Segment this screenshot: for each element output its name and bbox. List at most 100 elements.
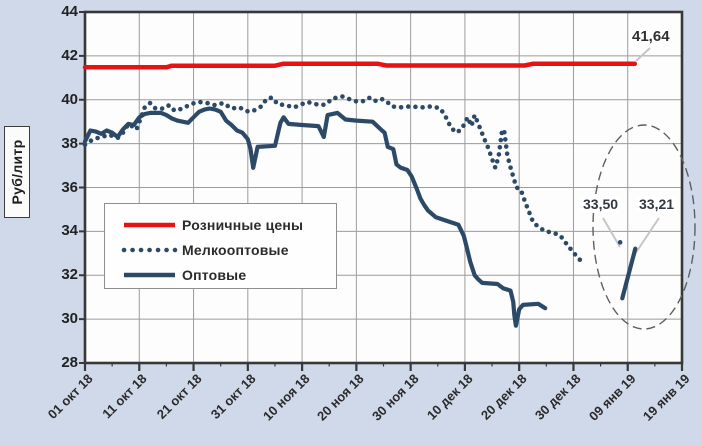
series-dot-Мелкооптовые <box>506 158 512 163</box>
series-dot-Мелкооптовые <box>502 137 508 142</box>
series-dot-Мелкооптовые <box>385 100 391 106</box>
series-dot-Мелкооптовые <box>279 102 285 108</box>
series-dot-Мелкооптовые <box>159 106 165 111</box>
series-dot-Мелкооптовые <box>461 123 466 129</box>
series-dot-Мелкооптовые <box>82 142 88 148</box>
series-dot-Мелкооптовые <box>245 108 250 114</box>
series-dot-Мелкооптовые <box>471 114 477 119</box>
highlight-ellipse <box>592 124 696 330</box>
series-dot-Мелкооптовые <box>268 95 274 101</box>
series-dot-Мелкооптовые <box>225 103 231 109</box>
series-dot-Мелкооптовые <box>568 246 573 252</box>
series-dot-Мелкооптовые <box>512 179 517 184</box>
series-dot-Мелкооптовые <box>617 240 623 245</box>
series-dot-Мелкооптовые <box>293 104 299 109</box>
y-tick-label-42: 42 <box>61 46 78 64</box>
series-dot-Мелкооптовые <box>178 106 183 112</box>
series-dot-Мелкооптовые <box>514 185 520 191</box>
series-dot-Мелкооптовые <box>563 240 569 246</box>
annotation-leader-line <box>602 217 621 248</box>
series-dot-Мелкооптовые <box>373 98 378 104</box>
series-dot-Мелкооптовые <box>474 117 480 123</box>
series-dot-Мелкооптовые <box>95 135 100 141</box>
legend-swatch-dotted-line <box>121 247 178 252</box>
series-dot-Мелкооптовые <box>487 151 493 156</box>
series-dot-Мелкооптовые <box>346 96 352 102</box>
y-tick-label-44: 44 <box>61 3 78 20</box>
series-dot-Мелкооптовые <box>479 131 485 136</box>
series-dot-Мелкооптовые <box>503 144 509 149</box>
annotation-leader-line <box>634 217 660 255</box>
series-dot-Мелкооптовые <box>198 99 203 105</box>
series-line-Оптовые <box>82 106 548 328</box>
series-dot-Мелкооптовые <box>434 105 440 110</box>
series-dot-Мелкооптовые <box>439 109 445 114</box>
legend-swatch-retail-line <box>124 222 175 227</box>
series-dot-Мелкооптовые <box>502 129 507 135</box>
series-dot-Мелкооптовые <box>102 133 107 139</box>
series-dot-Мелкооптовые <box>398 104 404 110</box>
series-dot-Мелкооптовые <box>469 121 475 126</box>
series-dot-Мелкооптовые <box>529 217 535 222</box>
legend-label-retail: Розничные цены <box>182 216 304 233</box>
series-dot-Мелкооптовые <box>492 164 498 170</box>
series-dot-Мелкооптовые <box>147 100 153 106</box>
y-axis-title: Руб/литр <box>4 126 30 218</box>
annotation-retail-last-value: 41,64 <box>630 28 672 45</box>
series-dot-Мелкооптовые <box>482 138 488 143</box>
series-dot-Мелкооптовые <box>184 103 190 109</box>
legend-label-wholesale: Оптовые <box>182 266 247 283</box>
series-dot-Мелкооптовые <box>321 102 326 108</box>
series-dot-Мелкооптовые <box>219 101 224 106</box>
series-dot-Мелкооптовые <box>307 100 312 105</box>
series-dot-Мелкооптовые <box>485 144 491 150</box>
series-dot-Мелкооптовые <box>559 235 564 240</box>
series-dot-Мелкооптовые <box>262 98 268 104</box>
series-dot-Мелкооптовые <box>477 124 482 130</box>
series-dot-Мелкооптовые <box>333 95 338 101</box>
series-dot-Мелкооптовые <box>166 103 171 108</box>
series-dot-Мелкооптовые <box>379 96 385 102</box>
series-dot-Мелкооптовые <box>534 222 539 228</box>
series-line-Оптовые <box>620 246 638 301</box>
series-dot-Мелкооптовые <box>427 104 433 109</box>
series-dot-Мелкооптовые <box>443 115 449 120</box>
legend: Розничные цены Мелкооптовые Оптовые <box>104 203 337 289</box>
series-dot-Мелкооптовые <box>152 105 158 111</box>
series-dot-Мелкооптовые <box>524 203 530 209</box>
series-dot-Мелкооптовые <box>464 116 469 122</box>
series-dot-Мелкооптовые <box>450 127 456 133</box>
series-dot-Мелкооптовые <box>360 98 366 104</box>
series-dot-Мелкооптовые <box>391 104 397 109</box>
annotation-smallwholesale-last-value: 33,50 <box>581 196 621 213</box>
legend-item-retail: Розничные цены <box>120 212 336 237</box>
y-tick-label-28: 28 <box>61 354 78 371</box>
series-dot-Мелкооптовые <box>314 101 319 107</box>
series-dot-Мелкооптовые <box>446 121 452 127</box>
series-dot-Мелкооптовые <box>212 102 217 108</box>
series-dot-Мелкооптовые <box>539 227 545 232</box>
legend-item-smallwholesale: Мелкооптовые <box>120 237 336 262</box>
series-dot-Мелкооптовые <box>300 101 305 107</box>
series-line-Розничные цены <box>82 61 638 70</box>
series-dot-Мелкооптовые <box>504 151 510 156</box>
annotation-wholesale-last-value: 33,21 <box>637 196 677 213</box>
series-dot-Мелкооптовые <box>286 103 292 109</box>
series-dot-Мелкооптовые <box>191 101 196 106</box>
series-dot-Мелкооптовые <box>510 172 515 177</box>
series-dot-Мелкооптовые <box>553 231 558 237</box>
series-dot-Мелкооптовые <box>497 144 503 150</box>
series-dot-Мелкооптовые <box>231 105 237 111</box>
series-dot-Мелкооптовые <box>238 105 244 111</box>
series-dot-Мелкооптовые <box>367 95 372 101</box>
series-dot-Мелкооптовые <box>327 98 332 104</box>
series-dot-Мелкооптовые <box>353 99 359 104</box>
series-dot-Мелкооптовые <box>456 128 462 134</box>
series-dot-Мелкооптовые <box>572 252 578 257</box>
legend-label-smallwholesale: Мелкооптовые <box>182 241 289 258</box>
series-dot-Мелкооптовые <box>405 104 411 109</box>
series-dot-Мелкооптовые <box>88 138 94 143</box>
y-tick-label-36: 36 <box>61 178 78 196</box>
series-dot-Мелкооптовые <box>527 210 532 216</box>
